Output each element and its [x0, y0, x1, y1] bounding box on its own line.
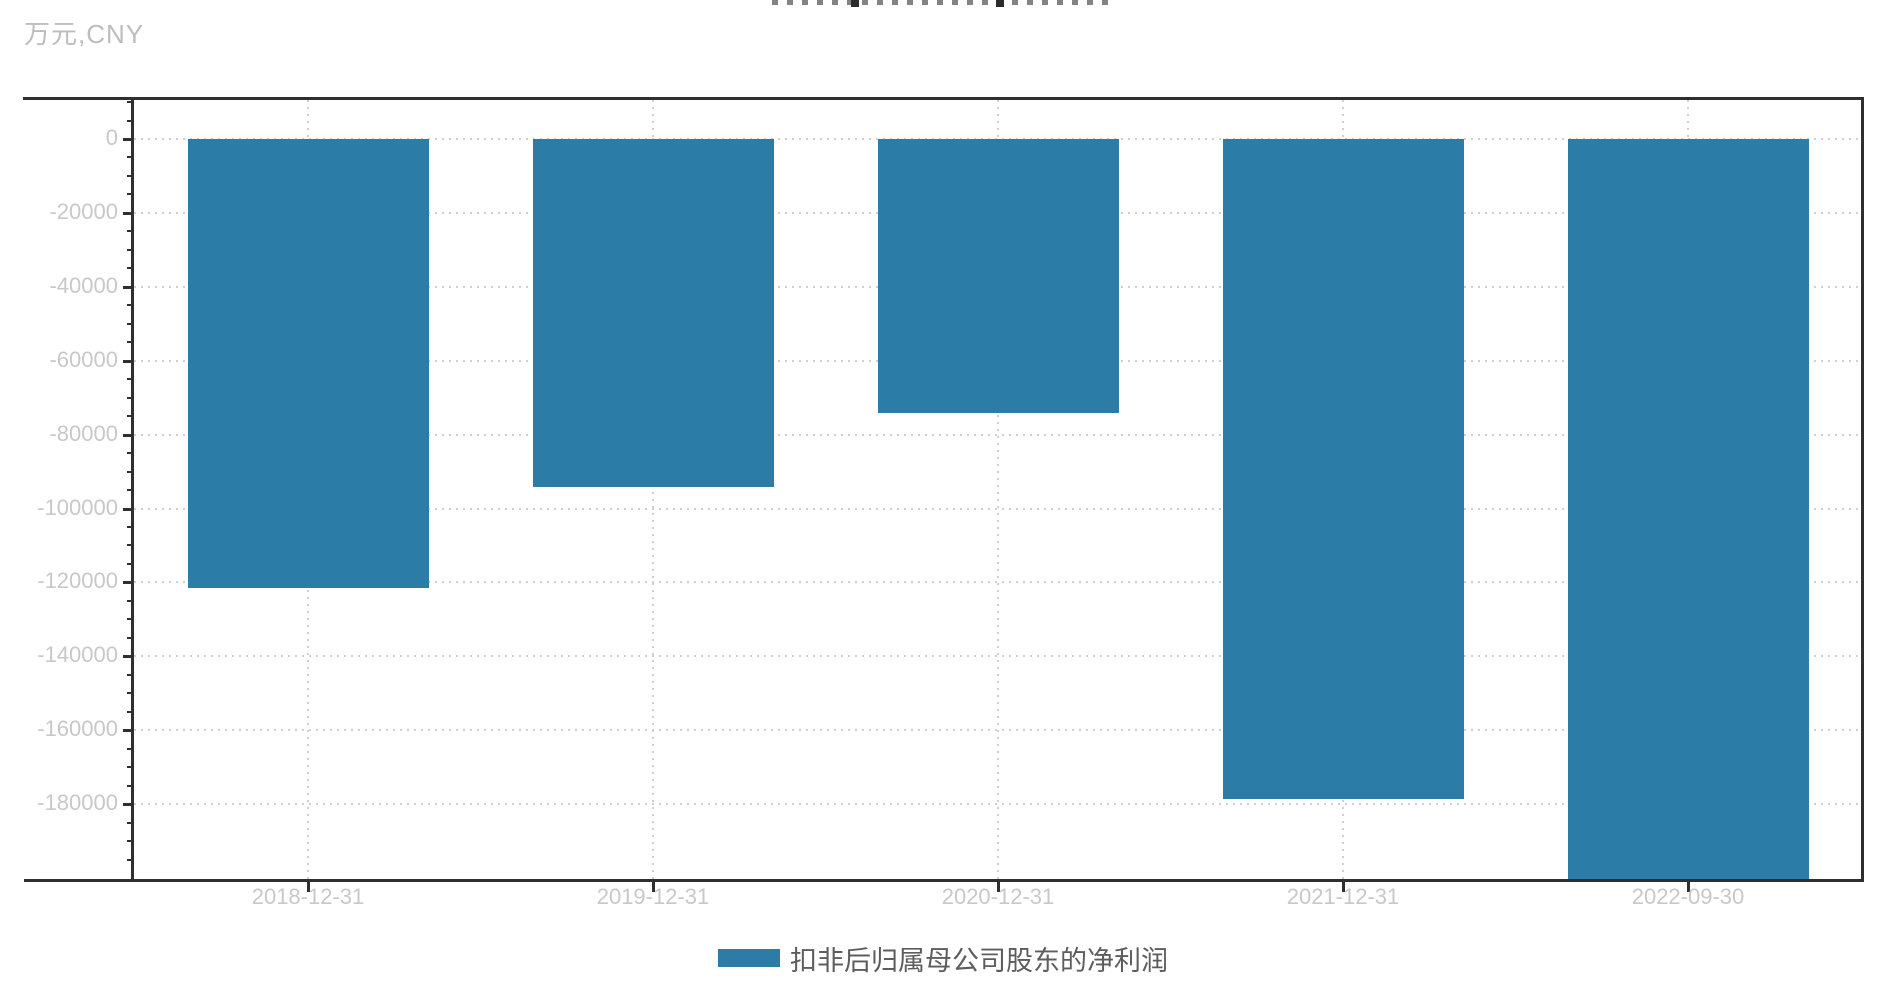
y-axis-major-tick [123, 138, 133, 141]
x-axis-tick [307, 882, 310, 892]
x-axis-tick [1342, 882, 1345, 892]
y-axis-tick-label: -180000 [37, 790, 118, 816]
y-axis-major-tick [123, 507, 133, 511]
y-axis-minor-tick [127, 599, 133, 602]
y-axis-minor-tick [127, 821, 133, 824]
gridline-v [997, 100, 999, 879]
y-axis-major-tick [123, 211, 133, 215]
bar-2019-12-31 [532, 139, 774, 488]
plot-top-border [23, 97, 1864, 100]
y-axis-minor-tick [127, 710, 133, 713]
x-axis-label-2020-12-31: 2020-12-31 [941, 884, 1055, 909]
y-axis-minor-tick [127, 562, 133, 565]
y-axis-tick-label: -160000 [37, 716, 118, 742]
x-axis-tick [1687, 882, 1690, 892]
y-axis-minor-tick [127, 636, 133, 639]
y-axis-unit-label: 万元,CNY [24, 19, 145, 49]
y-axis-minor-tick [127, 248, 133, 251]
x-axis-label-2018-12-31: 2018-12-31 [251, 884, 365, 909]
clipped-title-fragment [772, 0, 1112, 5]
y-axis-minor-tick [127, 858, 133, 861]
y-axis-tick-label: -140000 [37, 642, 118, 668]
y-axis-major-tick [123, 581, 133, 585]
x-axis-tick [997, 882, 1000, 892]
bar-2021-12-31 [1222, 139, 1464, 799]
y-axis-minor-tick [127, 396, 133, 399]
y-axis-minor-tick [127, 230, 133, 233]
x-axis-label-2019-12-31: 2019-12-31 [596, 884, 710, 909]
x-axis-label-2022-09-30: 2022-09-30 [1631, 884, 1745, 909]
y-axis-minor-tick [127, 341, 133, 344]
x-axis-label-2021-12-31: 2021-12-31 [1286, 884, 1400, 909]
y-axis-minor-tick [127, 489, 133, 492]
plot-right-border [1861, 97, 1864, 882]
bar-2022-09-30 [1567, 139, 1809, 879]
y-axis-minor-tick [127, 784, 133, 787]
y-axis-minor-tick [127, 692, 133, 695]
y-axis-minor-tick [127, 766, 133, 769]
y-axis-minor-tick [127, 156, 133, 159]
y-axis-minor-tick [127, 174, 133, 177]
y-axis-major-tick [123, 433, 133, 437]
legend-swatch[interactable] [718, 949, 780, 967]
y-axis-minor-tick [127, 415, 133, 418]
y-axis-minor-tick [127, 470, 133, 473]
y-axis-minor-tick [127, 452, 133, 455]
y-axis-minor-tick [127, 322, 133, 325]
y-axis-tick-label: -120000 [37, 568, 118, 594]
y-axis-minor-tick [127, 119, 133, 122]
y-axis-major-tick [123, 803, 133, 807]
y-axis-minor-tick [127, 618, 133, 621]
y-axis-tick-label: -20000 [49, 198, 118, 224]
y-axis-minor-tick [127, 840, 133, 843]
y-axis-tick-label: -80000 [49, 420, 118, 446]
y-axis-minor-tick [127, 525, 133, 528]
y-axis-major-tick [123, 655, 133, 659]
y-axis-tick-label: 0 [105, 125, 118, 150]
y-axis-tick-label: -100000 [37, 494, 118, 520]
y-axis-minor-tick [127, 101, 133, 104]
y-axis-minor-tick [127, 747, 133, 750]
gridline-v [652, 100, 654, 879]
y-axis-minor-tick [127, 304, 133, 307]
y-axis-minor-tick [127, 193, 133, 196]
y-axis-minor-tick [127, 378, 133, 381]
clipped-title-fragment-mark [851, 0, 859, 7]
x-axis-tick [652, 882, 655, 892]
y-axis-major-tick [123, 729, 133, 733]
legend[interactable]: 扣非后归属母公司股东的净利润 [0, 941, 1886, 976]
legend-label[interactable]: 扣非后归属母公司股东的净利润 [790, 945, 1168, 976]
clipped-title-fragment-mark [996, 0, 1004, 7]
y-axis-minor-tick [127, 544, 133, 547]
y-axis-tick-label: -60000 [49, 346, 118, 372]
y-axis-minor-tick [127, 673, 133, 676]
bar-2018-12-31 [187, 139, 429, 588]
bar-2020-12-31 [877, 139, 1119, 414]
y-axis-line [131, 97, 134, 882]
y-axis-minor-tick [127, 267, 133, 270]
x-axis-line [24, 879, 1864, 882]
y-axis-tick-label: -40000 [49, 272, 118, 298]
y-axis-major-tick [123, 285, 133, 289]
y-axis-major-tick [123, 359, 133, 363]
